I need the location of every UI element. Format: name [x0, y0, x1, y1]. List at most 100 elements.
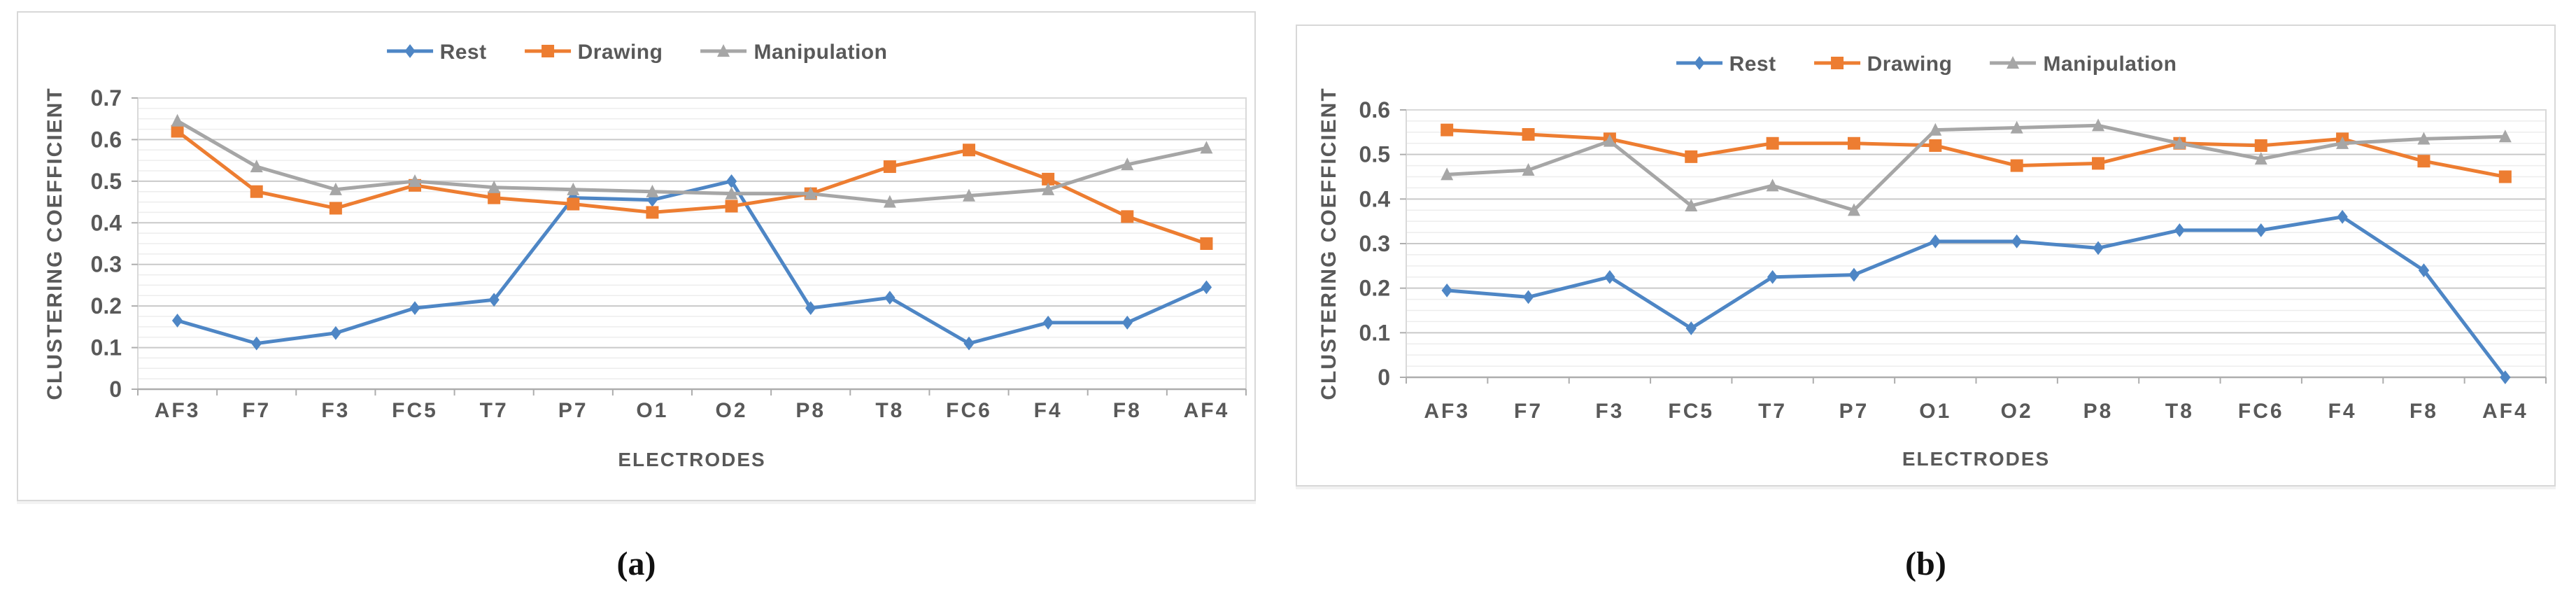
major-gridlines: [138, 97, 1246, 349]
y-axis-title: CLUSTERING COEFFICIENT: [43, 87, 66, 400]
square-marker: [567, 197, 580, 211]
legend-label: Drawing: [577, 41, 663, 64]
triangle-marker: [1685, 198, 1698, 211]
x-tick-label: T8: [2165, 400, 2194, 423]
diamond-marker: [330, 326, 341, 340]
series-rest: [1441, 209, 2511, 384]
axis-ticks: [132, 97, 1247, 396]
legend-item-drawing: Drawing: [1813, 52, 1953, 76]
diamond-marker: [1685, 321, 1697, 335]
minor-gridlines: [1406, 120, 2546, 367]
x-tick-label: F4: [1034, 399, 1063, 422]
chart-b-panel: 0 0.1 0.2 0.3 0.4 0.5 0.6 AF3 F7 F3 FC5 T7 P7 O1 O2 P8 T…: [1296, 24, 2556, 486]
chart-a-legend: Rest Drawing Manipulation: [385, 41, 888, 64]
x-tick-label: AF3: [1424, 400, 1470, 423]
diamond-marker: [2256, 223, 2267, 237]
triangle-marker: [725, 186, 738, 200]
diamond-marker: [488, 293, 500, 307]
x-tick-label: FC5: [1668, 400, 1714, 423]
y-tick-label: 0.6: [91, 127, 122, 152]
x-tick-label: FC6: [2238, 400, 2284, 423]
diamond-marker: [1441, 283, 1452, 298]
diamond-marker: [1042, 316, 1054, 330]
y-tick-label: 0.5: [91, 169, 122, 194]
minor-gridlines: [138, 108, 1246, 379]
diamond-marker: [171, 314, 183, 328]
square-marker: [1121, 210, 1134, 223]
series-manipulation: [171, 113, 1213, 208]
legend-item-rest: Rest: [1675, 52, 1776, 76]
triangle-marker: [2007, 55, 2020, 69]
y-axis-labels: 0 0.1 0.2 0.3 0.4 0.5 0.6 0.7: [91, 85, 122, 402]
triangle-marker: [1929, 122, 1942, 136]
x-tick-label: O1: [1919, 400, 1951, 423]
diamond-marker: [409, 301, 420, 316]
square-marker: [1766, 136, 1779, 150]
x-tick-label: AF3: [155, 399, 201, 422]
diamond-marker: [1693, 55, 1705, 70]
manipulation-line-triangle-icon: [699, 41, 748, 64]
square-marker: [1685, 150, 1698, 163]
rest-line-diamond-icon: [385, 41, 434, 64]
x-tick-label: F3: [1595, 400, 1624, 423]
triangle-marker: [804, 186, 817, 200]
drawing-line-square-icon: [1813, 53, 1862, 76]
square-marker: [725, 200, 738, 213]
legend-item-manipulation: Manipulation: [1988, 52, 2177, 76]
square-marker: [250, 185, 263, 198]
x-axis-title: ELECTRODES: [618, 449, 765, 470]
x-tick-label: AF4: [2482, 400, 2528, 423]
triangle-legend-glyph: [700, 43, 747, 57]
triangle-marker: [1042, 182, 1055, 195]
x-tick-label: F8: [2409, 400, 2438, 423]
square-marker: [2498, 170, 2512, 183]
legend-item-drawing: Drawing: [523, 41, 663, 64]
triangle-marker: [883, 195, 896, 208]
y-axis-title: CLUSTERING COEFFICIENT: [1317, 87, 1340, 400]
triangle-marker: [567, 182, 580, 195]
y-tick-label: 0: [1378, 365, 1390, 390]
y-axis-labels: 0 0.1 0.2 0.3 0.4 0.5 0.6: [1359, 97, 1391, 390]
chart-a-plot: 0 0.1 0.2 0.3 0.4 0.5 0.6 0.7 AF3 F7 F3 FC5 T7 P7 O1 O2…: [43, 85, 1247, 470]
triangle-marker: [1847, 203, 1860, 216]
triangle-marker: [250, 160, 263, 173]
y-tick-label: 0.1: [1359, 320, 1390, 345]
triangle-marker: [2010, 120, 2023, 134]
x-tick-label: F8: [1113, 399, 1142, 422]
triangle-marker: [717, 43, 730, 57]
x-tick-label: P7: [558, 399, 588, 422]
diamond-marker: [1121, 316, 1133, 330]
x-axis-labels: AF3 F7 F3 FC5 T7 P7 O1 O2 P8 T8 FC6 F4 F8 AF4: [1424, 400, 2528, 423]
axis-ticks: [1400, 109, 2547, 384]
series-line: [176, 119, 1208, 204]
series-line: [1445, 128, 2507, 178]
square-marker: [1847, 136, 1860, 150]
y-tick-label: 0.7: [91, 85, 122, 111]
chart-a-panel: 0 0.1 0.2 0.3 0.4 0.5 0.6 0.7 AF3 F7 F3 FC5 T7 P7 O1 O2…: [17, 11, 1256, 501]
x-axis-title: ELECTRODES: [1902, 448, 2050, 470]
chart-b-legend: Rest Drawing Manipulation: [1675, 52, 2177, 76]
x-tick-label: T7: [480, 399, 509, 422]
square-marker: [646, 206, 659, 219]
y-tick-label: 0.6: [1359, 97, 1390, 122]
drawing-line-square-icon: [523, 41, 572, 64]
diamond-marker: [1201, 280, 1212, 295]
legend-label: Drawing: [1867, 52, 1953, 76]
x-tick-label: F7: [1514, 400, 1543, 423]
y-tick-label: 0.5: [1359, 142, 1390, 167]
triangle-marker: [2254, 152, 2267, 165]
diamond-marker: [884, 290, 896, 305]
square-legend-glyph: [524, 44, 571, 57]
diamond-legend-glyph: [1676, 55, 1722, 70]
diamond-marker: [404, 43, 416, 58]
y-tick-label: 0: [109, 377, 122, 402]
series-manipulation: [1441, 118, 2512, 216]
x-tick-label: O2: [2001, 400, 2033, 423]
square-marker: [488, 191, 501, 204]
diamond-marker: [2011, 234, 2023, 248]
x-tick-label: FC5: [392, 399, 438, 422]
x-tick-label: F7: [242, 399, 271, 422]
x-tick-label: T8: [875, 399, 904, 422]
y-tick-label: 0.4: [91, 210, 122, 235]
triangle-marker: [329, 182, 342, 195]
